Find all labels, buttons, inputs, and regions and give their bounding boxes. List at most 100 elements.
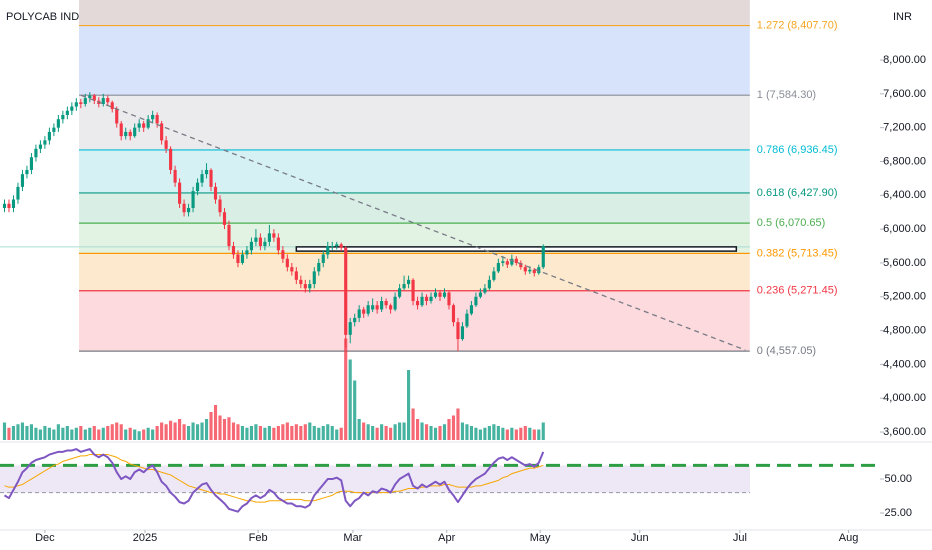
y-tick-label: 8,000.00 xyxy=(883,54,926,66)
candle-body xyxy=(101,98,105,104)
candle-body xyxy=(187,207,191,213)
candle-body xyxy=(146,119,150,128)
volume-bar xyxy=(389,427,393,440)
volume-bar xyxy=(451,415,456,440)
volume-bar xyxy=(61,427,65,440)
volume-bar xyxy=(20,422,25,440)
volume-bar xyxy=(142,429,146,440)
candle-body xyxy=(451,305,456,323)
candle-body xyxy=(240,254,245,263)
fib-label: 1.272 (8,407.70) xyxy=(757,19,838,31)
candle-body xyxy=(469,305,473,314)
volume-bar xyxy=(469,426,473,440)
candle-body xyxy=(34,148,38,158)
candle-body xyxy=(43,140,47,145)
y-tick-label: 3,600.00 xyxy=(883,426,926,438)
candle-body xyxy=(195,182,200,192)
volume-bar xyxy=(312,426,316,440)
volume-bar xyxy=(249,426,253,440)
volume-bar xyxy=(510,427,514,440)
candle-body xyxy=(222,212,227,225)
volume-bar xyxy=(258,426,262,440)
volume-bar xyxy=(501,427,505,440)
candle-body xyxy=(213,186,218,200)
volume-bar xyxy=(362,422,366,440)
candle-body xyxy=(456,322,460,340)
volume-bar xyxy=(151,429,155,440)
candle-body xyxy=(398,288,402,297)
candle-body xyxy=(415,300,420,306)
volume-bar xyxy=(92,426,96,440)
volume-bar xyxy=(187,426,191,440)
candle-body xyxy=(393,296,397,310)
candle-body xyxy=(433,292,438,297)
rsi-tick-label: 50.00 xyxy=(884,473,912,485)
fib-band xyxy=(79,149,750,193)
candle-body xyxy=(25,169,29,175)
x-tick-label: Jul xyxy=(733,532,747,544)
candle-body xyxy=(79,102,83,104)
volume-bar xyxy=(326,424,330,440)
candle-body xyxy=(137,123,141,128)
volume-bar xyxy=(97,429,101,440)
candle-body xyxy=(74,102,78,107)
volume-bar xyxy=(528,427,532,440)
candle-body xyxy=(92,95,96,101)
y-tick-label: 5,200.00 xyxy=(883,291,926,303)
volume-bar xyxy=(128,427,132,440)
volume-bar xyxy=(79,426,83,440)
volume-bar xyxy=(380,424,384,440)
volume-bar xyxy=(456,408,460,440)
candle-body xyxy=(142,123,146,128)
candle-body xyxy=(429,296,433,301)
volume-bar xyxy=(321,426,325,440)
candle-body xyxy=(285,258,289,268)
volume-bar xyxy=(429,426,433,440)
candle-body xyxy=(420,296,424,306)
candle-body xyxy=(519,262,523,268)
trendline xyxy=(80,94,746,351)
y-tick-label: 6,800.00 xyxy=(883,155,926,167)
fib-band xyxy=(79,95,750,150)
candle-body xyxy=(155,114,159,124)
candle-body xyxy=(335,244,339,247)
candle-body xyxy=(460,326,465,340)
volume-bar xyxy=(415,419,420,440)
x-tick-label: May xyxy=(530,532,551,544)
candle-body xyxy=(366,305,370,314)
candle-body xyxy=(326,246,330,255)
volume-bar xyxy=(101,427,105,440)
volume-bar xyxy=(124,429,128,440)
volume-bar xyxy=(519,427,523,440)
candle-body xyxy=(173,169,177,183)
candle-body xyxy=(236,254,240,263)
candle-body xyxy=(7,203,11,208)
candle-body xyxy=(204,169,209,175)
candle-body xyxy=(119,123,123,137)
volume-bar xyxy=(52,429,56,440)
fib-label: 0.382 (5,713.45) xyxy=(757,247,838,259)
candle-body xyxy=(169,148,173,170)
volume-bar xyxy=(375,427,379,440)
candle-body xyxy=(339,244,343,248)
volume-bar xyxy=(371,426,375,440)
candle-body xyxy=(182,203,186,213)
candle-body xyxy=(227,224,231,247)
volume-bar xyxy=(514,429,518,440)
volume-bar xyxy=(227,417,231,440)
candle-body xyxy=(2,203,7,208)
volume-bar xyxy=(541,422,545,440)
volume-bar xyxy=(204,419,209,440)
volume-bar xyxy=(393,424,397,440)
candle-body xyxy=(474,296,478,306)
volume-bar xyxy=(465,424,469,440)
candle-body xyxy=(70,106,74,111)
candle-body xyxy=(407,279,411,285)
volume-bar xyxy=(330,426,334,440)
candle-body xyxy=(276,237,280,251)
y-tick-label: 4,400.00 xyxy=(883,358,926,370)
candle-body xyxy=(200,174,204,183)
volume-bar xyxy=(160,422,164,440)
candle-body xyxy=(438,292,442,297)
volume-bar xyxy=(335,429,339,440)
